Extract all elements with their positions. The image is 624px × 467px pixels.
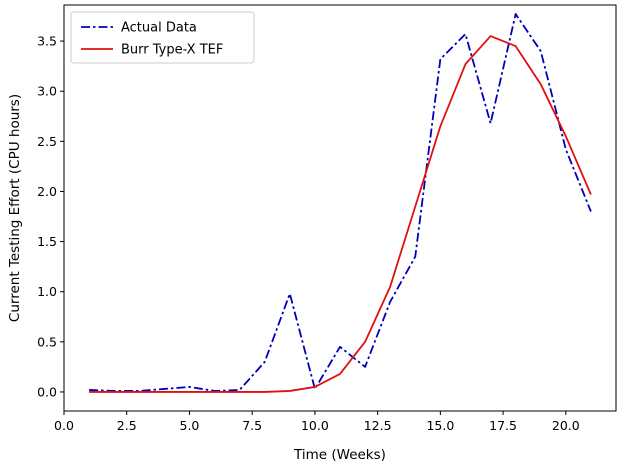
legend-label: Burr Type-X TEF [121, 43, 223, 58]
y-axis: 0.0 0.5 1.0 1.5 2.0 2.5 3.0 3.5 [37, 34, 64, 399]
y-tick-label: 1.5 [37, 234, 57, 249]
y-tick-label: 0.0 [37, 384, 57, 399]
x-tick-label: 10.0 [301, 418, 329, 433]
y-tick-label: 1.0 [37, 284, 57, 299]
plot-frame [63, 4, 617, 412]
legend: Actual Data Burr Type-X TEF [70, 11, 255, 64]
x-tick-label: 5.0 [180, 418, 200, 433]
y-tick-label: 2.0 [37, 184, 57, 199]
x-axis-label: Time (Weeks) [293, 447, 386, 463]
x-axis: 0.0 2.5 5.0 7.5 10.0 12.5 15.0 17.5 20.0 [54, 411, 580, 433]
x-tick-label: 15.0 [426, 418, 454, 433]
series-line-burr-type-x-tef [89, 35, 592, 393]
series-line-actual-data [89, 13, 592, 392]
x-tick-label: 0.0 [54, 418, 74, 433]
x-tick-label: 7.5 [242, 418, 262, 433]
x-tick-label: 17.5 [489, 418, 517, 433]
y-axis-label: Current Testing Effort (CPU hours) [7, 94, 23, 322]
legend-label: Actual Data [121, 21, 197, 36]
y-tick-label: 2.5 [37, 134, 57, 149]
x-tick-label: 12.5 [364, 418, 392, 433]
legend-box [70, 11, 255, 64]
y-tick-label: 3.5 [37, 34, 57, 49]
x-tick-label: 2.5 [117, 418, 137, 433]
y-tick-label: 0.5 [37, 334, 57, 349]
series-layer [89, 13, 592, 393]
x-tick-label: 20.0 [552, 418, 580, 433]
y-tick-label: 3.0 [37, 84, 57, 99]
